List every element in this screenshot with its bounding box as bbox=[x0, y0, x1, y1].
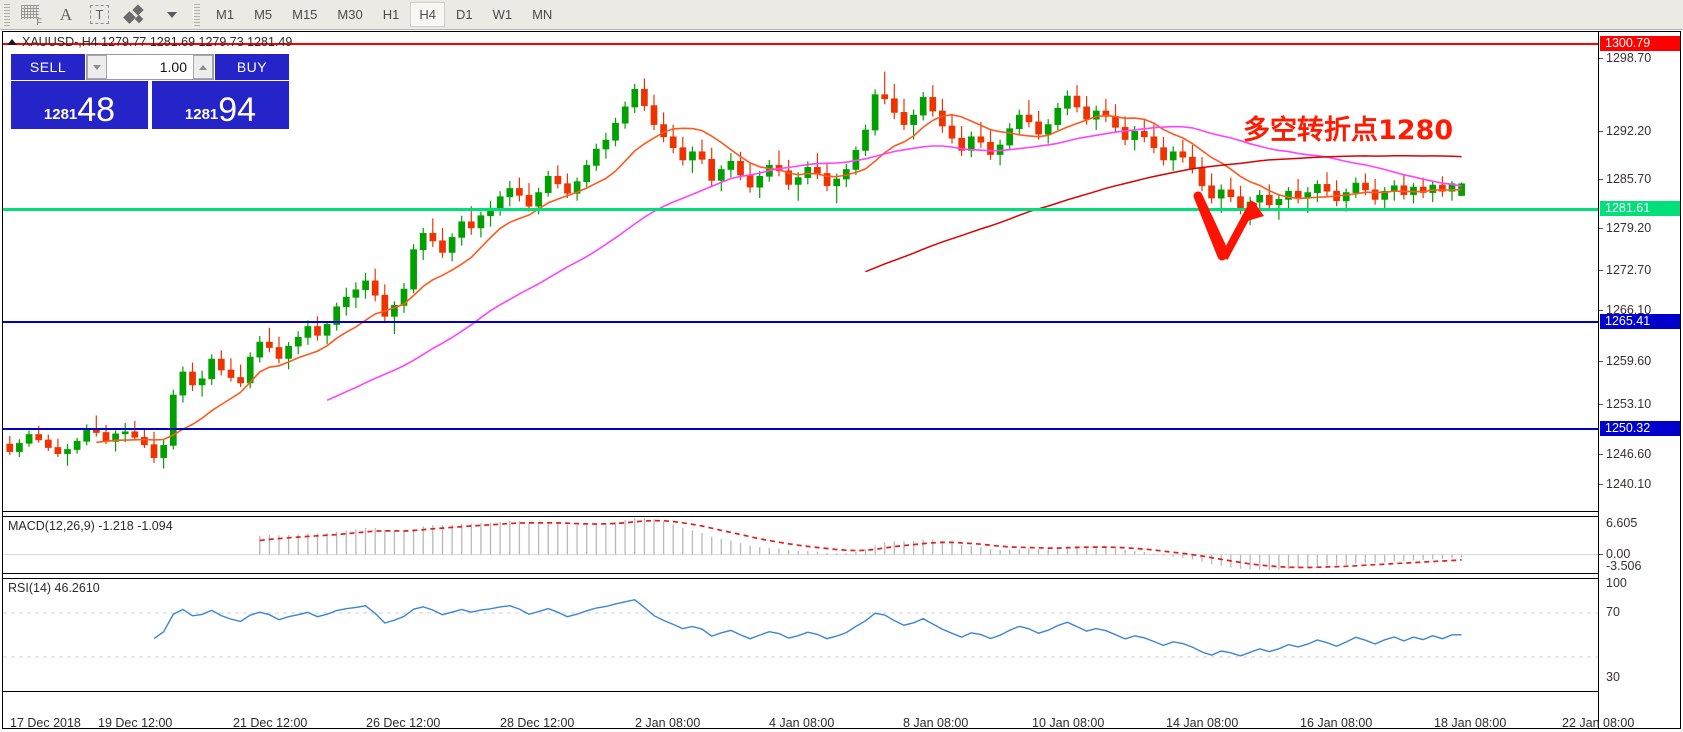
volume-stepper[interactable]: 1.00 bbox=[86, 54, 214, 80]
price-tick: 1272.70 bbox=[1599, 263, 1681, 277]
symbol-header: XAUUSD-,H4 1279.77 1281.69 1279.73 1281.… bbox=[7, 34, 292, 49]
sell-price-display[interactable]: 1281 48 bbox=[11, 81, 148, 129]
time-label: 28 Dec 12:00 bbox=[500, 716, 575, 730]
rsi-scale-tick: 30 bbox=[1606, 670, 1620, 684]
rsi-label: RSI(14) 46.2610 bbox=[8, 581, 100, 595]
buy-price-integer: 1281 bbox=[184, 106, 219, 123]
price-tick: 1240.10 bbox=[1599, 477, 1681, 491]
timeframe-m15[interactable]: M15 bbox=[292, 7, 318, 22]
timeframe-d1[interactable]: D1 bbox=[455, 7, 473, 22]
sell-price-integer: 1281 bbox=[43, 106, 78, 123]
current-price-line-1281[interactable] bbox=[3, 208, 1598, 211]
text-box-icon[interactable]: T bbox=[85, 2, 114, 28]
timeframe-m5[interactable]: M5 bbox=[254, 7, 273, 22]
time-label: 17 Dec 2018 bbox=[10, 716, 81, 730]
buy-price-decimal: 94 bbox=[218, 91, 257, 130]
price-label-support-1250: 1250.32 bbox=[1600, 421, 1680, 436]
buy-price-display[interactable]: 1281 94 bbox=[152, 81, 289, 129]
chart-plot-area[interactable]: XAUUSD-,H4 1279.77 1281.69 1279.73 1281.… bbox=[3, 32, 1598, 728]
time-label: 14 Jan 08:00 bbox=[1166, 716, 1239, 730]
chart-frame[interactable]: XAUUSD-,H4 1279.77 1281.69 1279.73 1281.… bbox=[2, 31, 1681, 729]
price-label-resistance-1300: 1300.79 bbox=[1600, 36, 1680, 51]
rsi-panel-separator bbox=[3, 573, 1598, 574]
support-line-1250[interactable] bbox=[3, 428, 1598, 430]
macd-label: MACD(12,26,9) -1.218 -1.094 bbox=[8, 519, 173, 533]
toolbar-drag-handle[interactable] bbox=[3, 3, 10, 26]
toolbar-separator bbox=[193, 3, 200, 26]
macd-scale-tick: -3.506 bbox=[1606, 559, 1642, 573]
one-click-trading-panel[interactable]: SELL 1.00 BUY 1281 48 1281 94 bbox=[11, 54, 289, 129]
volume-increase-button[interactable] bbox=[193, 55, 213, 79]
objects-icon[interactable] bbox=[120, 2, 152, 28]
time-label: 2 Jan 08:00 bbox=[635, 716, 701, 730]
timeframe-h4[interactable]: H4 bbox=[410, 2, 445, 27]
candlestick-series bbox=[6, 71, 1465, 469]
time-label: 19 Dec 12:00 bbox=[98, 716, 173, 730]
time-label: 4 Jan 08:00 bbox=[769, 716, 835, 730]
text-label-icon[interactable]: A bbox=[59, 4, 73, 24]
rsi-scale-tick: 70 bbox=[1606, 605, 1620, 619]
price-tick: 1246.60 bbox=[1599, 447, 1681, 461]
price-tick: 1266.10 bbox=[1599, 303, 1681, 317]
price-tick: 1298.70 bbox=[1599, 51, 1681, 65]
time-label: 26 Dec 12:00 bbox=[366, 716, 441, 730]
price-label-current-1281: 1281.61 bbox=[1600, 201, 1680, 216]
macd-series bbox=[3, 518, 1598, 570]
volume-decrease-button[interactable] bbox=[87, 55, 107, 79]
rsi-scale-tick: 100 bbox=[1606, 576, 1627, 590]
rsi-series bbox=[3, 598, 1598, 658]
timeframe-mn[interactable]: MN bbox=[532, 7, 553, 22]
macd-scale-tick: 0.00 bbox=[1599, 547, 1681, 561]
timeframe-w1[interactable]: W1 bbox=[492, 7, 513, 22]
timeframe-h1[interactable]: H1 bbox=[382, 7, 400, 22]
timeframe-m1[interactable]: M1 bbox=[216, 7, 235, 22]
time-label: 8 Jan 08:00 bbox=[903, 716, 969, 730]
macd-panel-top-border bbox=[3, 516, 1598, 517]
chart-up-triangle-icon bbox=[7, 38, 17, 45]
macd-panel-separator bbox=[3, 511, 1598, 512]
time-label: 22 Jan 08:00 bbox=[1562, 716, 1635, 730]
time-label: 10 Jan 08:00 bbox=[1032, 716, 1105, 730]
resistance-line-1300[interactable] bbox=[3, 43, 1598, 45]
macd-scale-tick: 6.605 bbox=[1606, 516, 1638, 530]
rsi-panel-top-border bbox=[3, 578, 1598, 579]
time-label: 18 Jan 08:00 bbox=[1434, 716, 1507, 730]
timeframe-m30[interactable]: M30 bbox=[337, 7, 363, 22]
chart-toolbar: F A T M1 M5 M15 M30 H1 H4 D1 W1 MN bbox=[0, 0, 1683, 30]
time-label: 16 Jan 08:00 bbox=[1300, 716, 1373, 730]
chevron-down-icon[interactable] bbox=[158, 2, 184, 28]
price-axis[interactable]: 1298.70 1292.20 1285.70 1279.20 1272.70 … bbox=[1598, 32, 1680, 728]
symbol-ohlc-text: XAUUSD-,H4 1279.77 1281.69 1279.73 1281.… bbox=[22, 34, 293, 49]
price-label-support-1265: 1265.41 bbox=[1600, 314, 1680, 329]
price-tick: 1292.20 bbox=[1599, 124, 1681, 138]
buy-button[interactable]: BUY bbox=[215, 54, 289, 80]
price-tick: 1285.70 bbox=[1599, 172, 1681, 186]
price-tick: 1253.10 bbox=[1599, 397, 1681, 411]
volume-value[interactable]: 1.00 bbox=[159, 59, 187, 75]
support-line-1265[interactable] bbox=[3, 321, 1598, 323]
sell-button[interactable]: SELL bbox=[11, 54, 85, 80]
chart-annotation-text: 多空转折点1280 bbox=[1243, 115, 1454, 146]
time-label: 21 Dec 12:00 bbox=[233, 716, 308, 730]
price-tick: 1259.60 bbox=[1599, 354, 1681, 368]
time-axis-separator bbox=[3, 691, 1598, 692]
crosshair-f-icon[interactable]: F bbox=[15, 2, 47, 28]
price-tick: 1279.20 bbox=[1599, 221, 1681, 235]
sell-price-decimal: 48 bbox=[77, 91, 116, 130]
price-forecast-arrow bbox=[1193, 191, 1264, 261]
